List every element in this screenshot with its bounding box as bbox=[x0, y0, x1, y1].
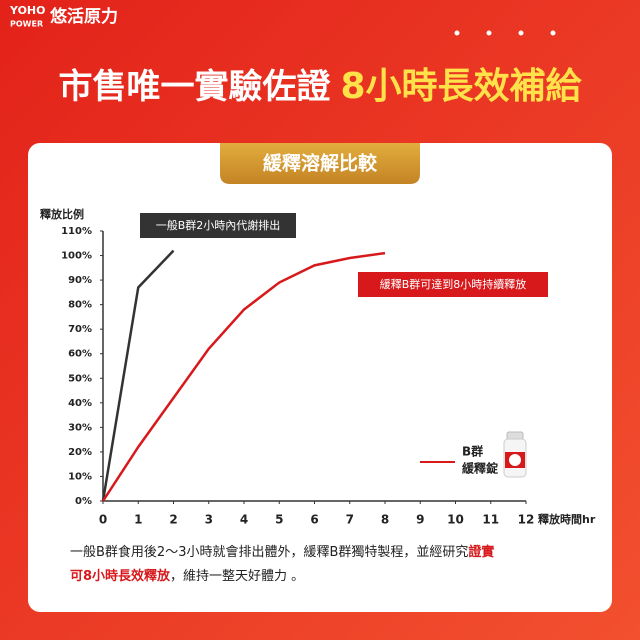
x-tick-label: 3 bbox=[205, 513, 213, 527]
y-tick-label: 70% bbox=[68, 324, 92, 335]
y-tick-label: 30% bbox=[68, 422, 92, 433]
banner bbox=[220, 143, 420, 184]
headline: 市售唯一實驗佐證 8小時長效補給 bbox=[58, 66, 582, 107]
y-tick-label: 80% bbox=[68, 300, 92, 311]
x-tick-label: 0 bbox=[99, 513, 107, 527]
annotation-box bbox=[358, 272, 548, 297]
y-tick-label: 40% bbox=[68, 398, 92, 409]
headline-highlight: 8小時長效補給 bbox=[340, 66, 582, 107]
footer-line: 一般B群食用後2～3小時就會排出體外，緩釋B群獨特製程，並經研究證實 bbox=[70, 544, 494, 560]
y-tick-label: 100% bbox=[61, 251, 92, 262]
x-tick-label: 2 bbox=[169, 513, 177, 527]
annotation-box bbox=[140, 213, 296, 238]
legend-label: 緩釋錠 bbox=[462, 461, 498, 476]
x-tick-label: 12 bbox=[518, 513, 535, 527]
footer-text: ，維持一整天好體力 。 bbox=[170, 569, 304, 584]
y-tick-label: 0% bbox=[75, 496, 92, 507]
data-line bbox=[101, 251, 386, 502]
y-tick-label: 10% bbox=[68, 471, 92, 482]
x-tick-label: 7 bbox=[346, 513, 354, 527]
y-tick-label: 90% bbox=[68, 275, 92, 286]
footer-highlight: 證實 bbox=[468, 544, 494, 560]
banner-text: 緩釋溶解比較 bbox=[263, 152, 378, 175]
x-tick-label: 10 bbox=[447, 513, 464, 527]
y-tick-label: 20% bbox=[68, 447, 92, 458]
footer-highlight: 可8小時長效釋放 bbox=[70, 568, 171, 584]
logo-bottom: POWER bbox=[10, 20, 43, 29]
x-tick-label: 9 bbox=[416, 513, 424, 527]
x-tick-label: 1 bbox=[134, 513, 142, 527]
headline-part: 市售唯一實驗佐證 bbox=[58, 67, 331, 107]
annotation-text: 一般B群2小時內代謝排出 bbox=[156, 218, 281, 232]
legend-label: B群 bbox=[462, 444, 483, 459]
bottle-icon bbox=[503, 431, 527, 478]
x-tick-label: 6 bbox=[310, 513, 318, 527]
y-tick-label: 60% bbox=[68, 349, 92, 360]
footer-line: 可8小時長效釋放，維持一整天好體力 。 bbox=[70, 568, 304, 584]
logo-top: YOHO bbox=[9, 4, 45, 17]
emphasis-dots bbox=[454, 30, 556, 36]
card bbox=[28, 143, 612, 612]
footer-text: 一般B群食用後2～3小時就會排出體外，緩釋B群獨特製程，並經研究 bbox=[70, 544, 468, 560]
x-axis-label: 釋放時間hr bbox=[538, 512, 596, 526]
x-tick-label: 8 bbox=[381, 513, 389, 527]
x-tick-label: 11 bbox=[482, 513, 499, 527]
y-tick-label: 50% bbox=[68, 373, 92, 384]
y-tick-label: 110% bbox=[61, 226, 92, 237]
y-axis-label: 釋放比例 bbox=[40, 207, 84, 221]
data-line bbox=[101, 249, 175, 502]
x-tick-label: 5 bbox=[275, 513, 283, 527]
logo-cn: 悠活原力 bbox=[49, 6, 118, 27]
x-tick-label: 4 bbox=[240, 513, 248, 527]
annotation-text: 緩釋B群可達到8小時持續釋放 bbox=[380, 277, 527, 291]
